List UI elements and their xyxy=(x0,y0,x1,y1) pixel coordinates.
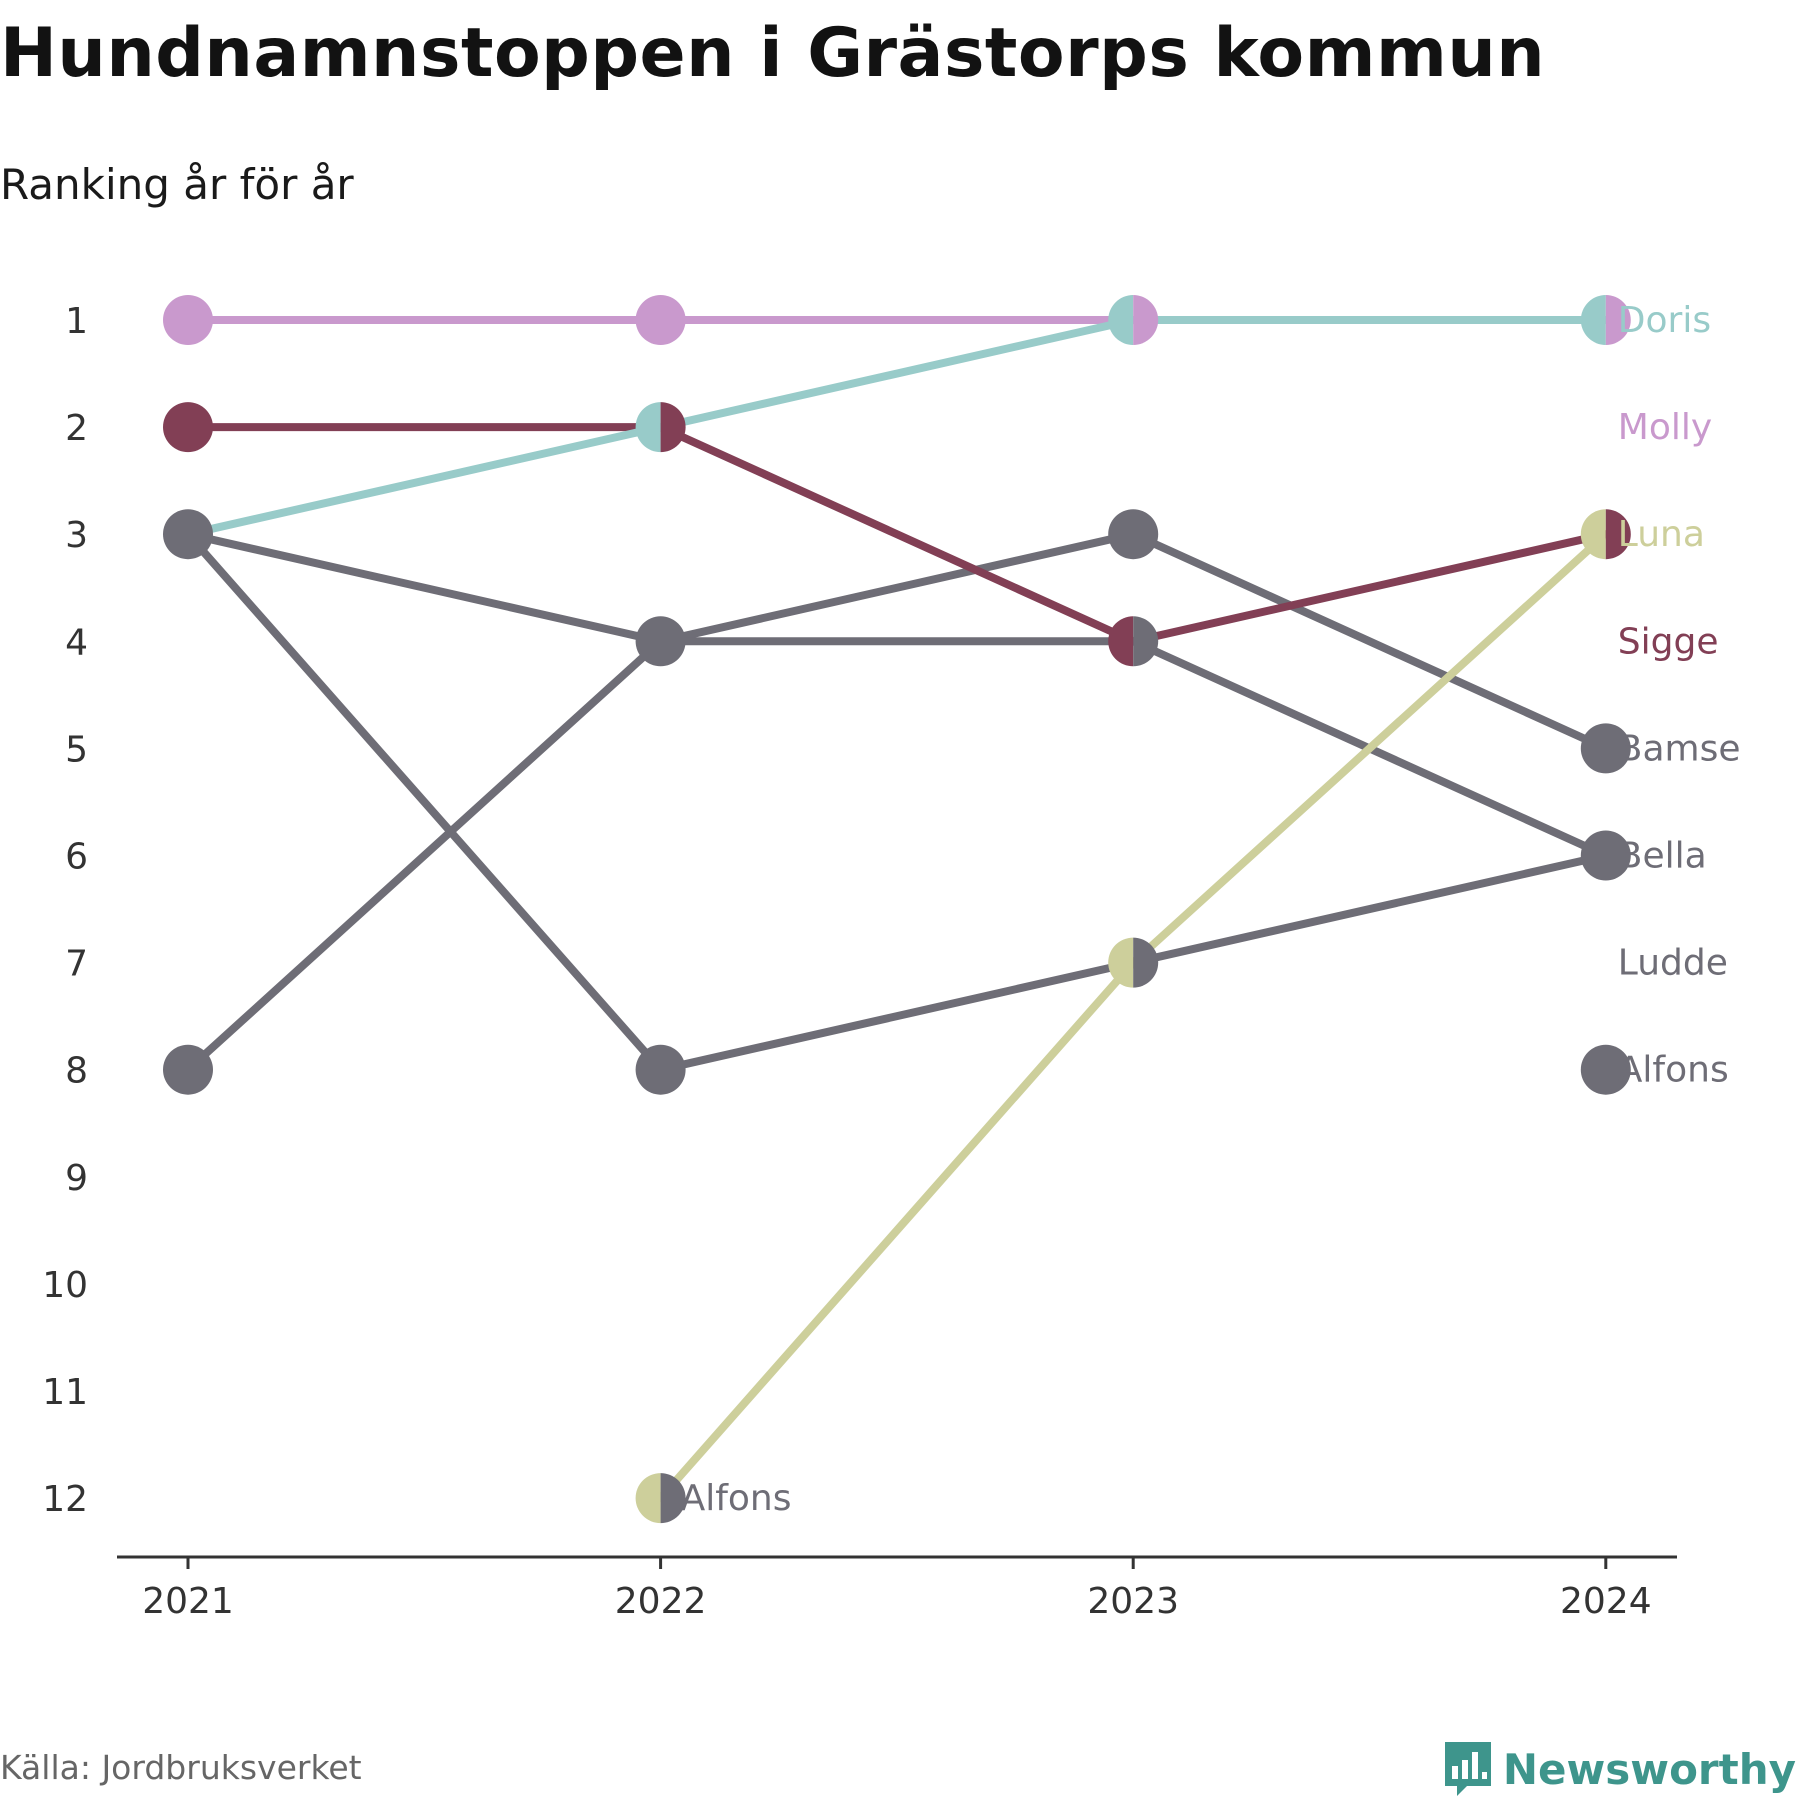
end-label-doris: Doris xyxy=(1618,300,1711,341)
chart-subtitle: Ranking år för år xyxy=(0,160,354,209)
x-tick-label: 2023 xyxy=(1087,1581,1179,1622)
chart-title: Hundnamnstoppen i Grästorps kommun xyxy=(0,14,1546,93)
y-tick-label: 6 xyxy=(65,837,88,878)
point-marker xyxy=(1108,616,1159,667)
end-label-alfons: Alfons xyxy=(1618,1050,1729,1091)
series-line-alfons xyxy=(184,530,1610,1074)
end-label-luna: Luna xyxy=(1618,514,1705,555)
y-tick-label: 11 xyxy=(42,1372,88,1413)
x-tick-label: 2021 xyxy=(142,1581,234,1622)
y-tick-label: 12 xyxy=(42,1479,88,1520)
end-label-molly: Molly xyxy=(1618,407,1712,448)
y-tick-label: 2 xyxy=(65,408,88,449)
point-marker xyxy=(163,295,213,345)
point-marker xyxy=(1108,937,1159,988)
y-tick-label: 4 xyxy=(65,622,88,663)
x-axis: 2021 2022 2023 2024 xyxy=(117,1555,1677,1622)
point-marker xyxy=(635,616,686,667)
end-label-sigge: Sigge xyxy=(1618,621,1719,662)
end-label-bamse: Bamse xyxy=(1618,728,1741,769)
y-tick-label: 10 xyxy=(42,1265,88,1306)
point-marker xyxy=(1108,509,1159,560)
point-marker xyxy=(635,1473,686,1524)
point-marker xyxy=(163,1044,213,1095)
series-line-luna xyxy=(656,530,1610,1503)
brand-logo: Newsworthy xyxy=(1443,1740,1796,1798)
point-marker xyxy=(635,402,686,453)
series-line-bamse xyxy=(184,530,1610,1074)
point-marker xyxy=(1108,295,1159,345)
point-marker xyxy=(1580,1044,1631,1095)
source-note: Källa: Jordbruksverket xyxy=(0,1748,362,1787)
point-annotation: Alfons xyxy=(681,1478,792,1519)
point-marker xyxy=(163,402,213,453)
point-marker xyxy=(163,509,213,560)
y-tick-label: 3 xyxy=(65,515,88,556)
point-marker xyxy=(635,295,686,345)
y-tick-label: 9 xyxy=(65,1158,88,1199)
point-marker xyxy=(1580,509,1631,560)
y-tick-label: 1 xyxy=(65,301,88,342)
end-labels: Doris Molly Luna Sigge Bamse Bella Ludde Alfons xyxy=(1618,300,1741,1091)
series-line-sigge xyxy=(184,423,1610,646)
x-tick-label: 2022 xyxy=(615,1581,707,1622)
end-label-bella: Bella xyxy=(1618,836,1707,877)
brand-name: Newsworthy xyxy=(1502,1744,1796,1794)
point-marker xyxy=(635,1044,686,1095)
y-tick-label: 7 xyxy=(65,944,88,985)
y-tick-label: 5 xyxy=(65,729,88,770)
x-tick-label: 2024 xyxy=(1560,1581,1652,1622)
y-tick-label: 8 xyxy=(65,1051,88,1092)
point-marker xyxy=(1580,295,1631,345)
point-marker xyxy=(1580,830,1631,881)
series-markers xyxy=(163,295,1631,1524)
bar-chart-speech-bubble-icon xyxy=(1444,1742,1491,1796)
series-lines xyxy=(184,316,1610,1503)
point-marker xyxy=(1580,723,1631,774)
series-line-doris xyxy=(184,316,1610,539)
annotations: Alfons xyxy=(681,1478,792,1519)
end-label-ludde: Ludde xyxy=(1618,943,1728,984)
